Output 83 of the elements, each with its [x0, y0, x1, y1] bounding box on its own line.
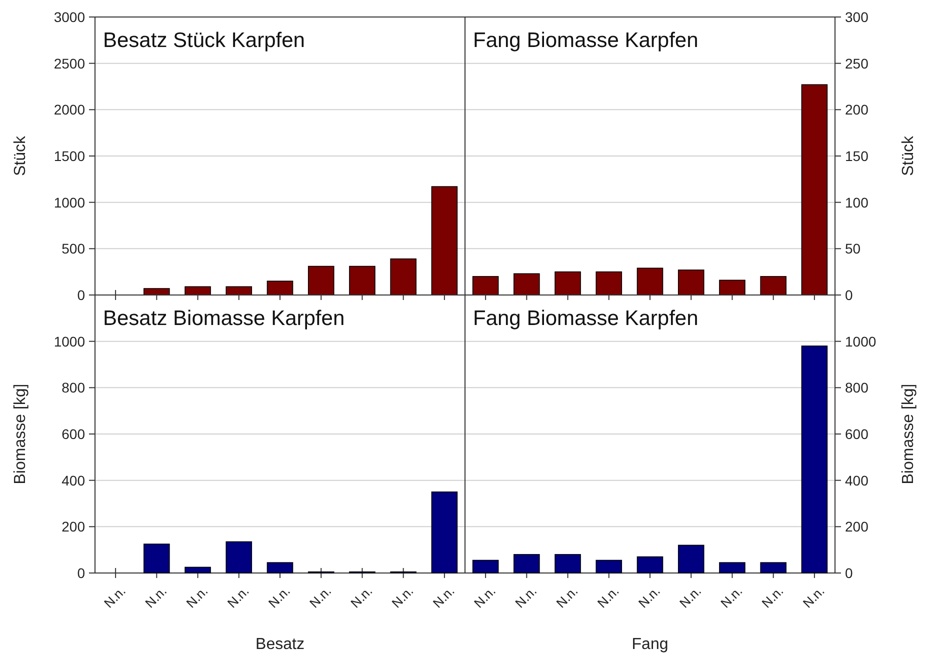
- bar: [760, 276, 786, 296]
- bar: [390, 258, 416, 296]
- y-tick-label: 800: [62, 380, 86, 396]
- bar: [760, 562, 786, 574]
- x-axis-title: Besatz: [256, 636, 304, 653]
- x-tick-label: N.n.: [142, 583, 170, 611]
- bar: [431, 492, 458, 574]
- y-tick-label: 600: [845, 426, 869, 442]
- y-tick-label: 500: [62, 240, 86, 257]
- bar: [226, 541, 252, 574]
- x-tick-label: N.n.: [388, 583, 416, 611]
- bar: [349, 266, 376, 296]
- y-tick-label: 100: [845, 194, 869, 210]
- bar: [144, 288, 170, 296]
- bar: [596, 560, 622, 574]
- y-tick-label: 2000: [54, 102, 86, 118]
- bar: [431, 186, 458, 296]
- x-tick-label: N.n.: [430, 583, 458, 611]
- text: Fang Biomasse Karpfen: [473, 307, 698, 330]
- x-tick-label: N.n.: [183, 583, 211, 611]
- bar: [596, 271, 622, 296]
- y-axis-title: Stück: [900, 134, 917, 176]
- y-tick-label: 1500: [54, 148, 86, 164]
- bar: [719, 562, 746, 574]
- x-tick-label: N.n.: [265, 583, 293, 611]
- y-tick-label: 0: [77, 287, 86, 303]
- bar: [801, 84, 828, 296]
- y-tick-label: 2500: [54, 55, 86, 72]
- x-tick-label: N.n.: [553, 583, 581, 611]
- y-axis-title: Biomasse [kg]: [900, 384, 917, 484]
- bar: [678, 270, 704, 296]
- bar: [266, 562, 294, 574]
- y-tick-label: 200: [62, 518, 86, 535]
- x-tick-label: N.n.: [758, 583, 786, 611]
- bar: [636, 556, 664, 574]
- text: Besatz Biomasse Karpfen: [103, 307, 345, 330]
- y-tick-label: 0: [77, 565, 86, 581]
- text: Fang Biomasse Karpfen: [473, 29, 698, 52]
- x-tick-label: N.n.: [306, 583, 334, 611]
- y-tick-label: 3000: [54, 9, 86, 25]
- bar: [554, 554, 581, 574]
- x-tick-label: N.n.: [100, 583, 128, 611]
- bar: [801, 346, 828, 574]
- y-tick-label: 800: [845, 380, 869, 396]
- x-tick-label: N.n.: [470, 583, 498, 611]
- bar: [636, 268, 664, 296]
- y-axis-title: Biomasse [kg]: [12, 384, 29, 484]
- x-tick-label: N.n.: [635, 583, 663, 611]
- bar: [184, 566, 211, 574]
- y-tick-label: 0: [845, 565, 853, 581]
- x-tick-label: N.n.: [594, 583, 622, 611]
- y-tick-label: 250: [845, 55, 869, 72]
- x-tick-label: N.n.: [676, 583, 704, 611]
- x-tick-label: N.n.: [512, 583, 540, 611]
- y-tick-label: 150: [845, 148, 869, 164]
- x-tick-label: N.n.: [800, 583, 828, 611]
- bar: [266, 280, 294, 296]
- bar: [308, 266, 334, 296]
- bar: [554, 271, 581, 296]
- y-tick-label: 1000: [54, 194, 86, 210]
- y-tick-label: 1000: [845, 333, 876, 350]
- y-tick-label: 0: [845, 287, 853, 303]
- bar: [472, 276, 499, 296]
- y-tick-label: 200: [845, 518, 869, 535]
- y-tick-label: 400: [845, 472, 869, 488]
- y-tick-label: 200: [845, 102, 869, 118]
- bar: [144, 544, 170, 574]
- y-tick-label: 50: [845, 240, 861, 257]
- text: Besatz Stück Karpfen: [103, 29, 305, 52]
- bar: [514, 554, 540, 574]
- y-tick-label: 600: [62, 426, 86, 442]
- bar: [472, 560, 499, 574]
- y-tick-label: 400: [62, 472, 86, 488]
- x-axis-title: Fang: [632, 636, 668, 653]
- y-tick-label: 300: [845, 9, 869, 25]
- bar: [678, 544, 704, 574]
- x-tick-label: N.n.: [224, 583, 252, 611]
- x-tick-label: N.n.: [718, 583, 746, 611]
- y-axis-title: Stück: [12, 134, 29, 176]
- y-tick-label: 1000: [54, 333, 86, 350]
- bar: [514, 273, 540, 296]
- bar: [719, 280, 746, 296]
- x-tick-label: N.n.: [348, 583, 376, 611]
